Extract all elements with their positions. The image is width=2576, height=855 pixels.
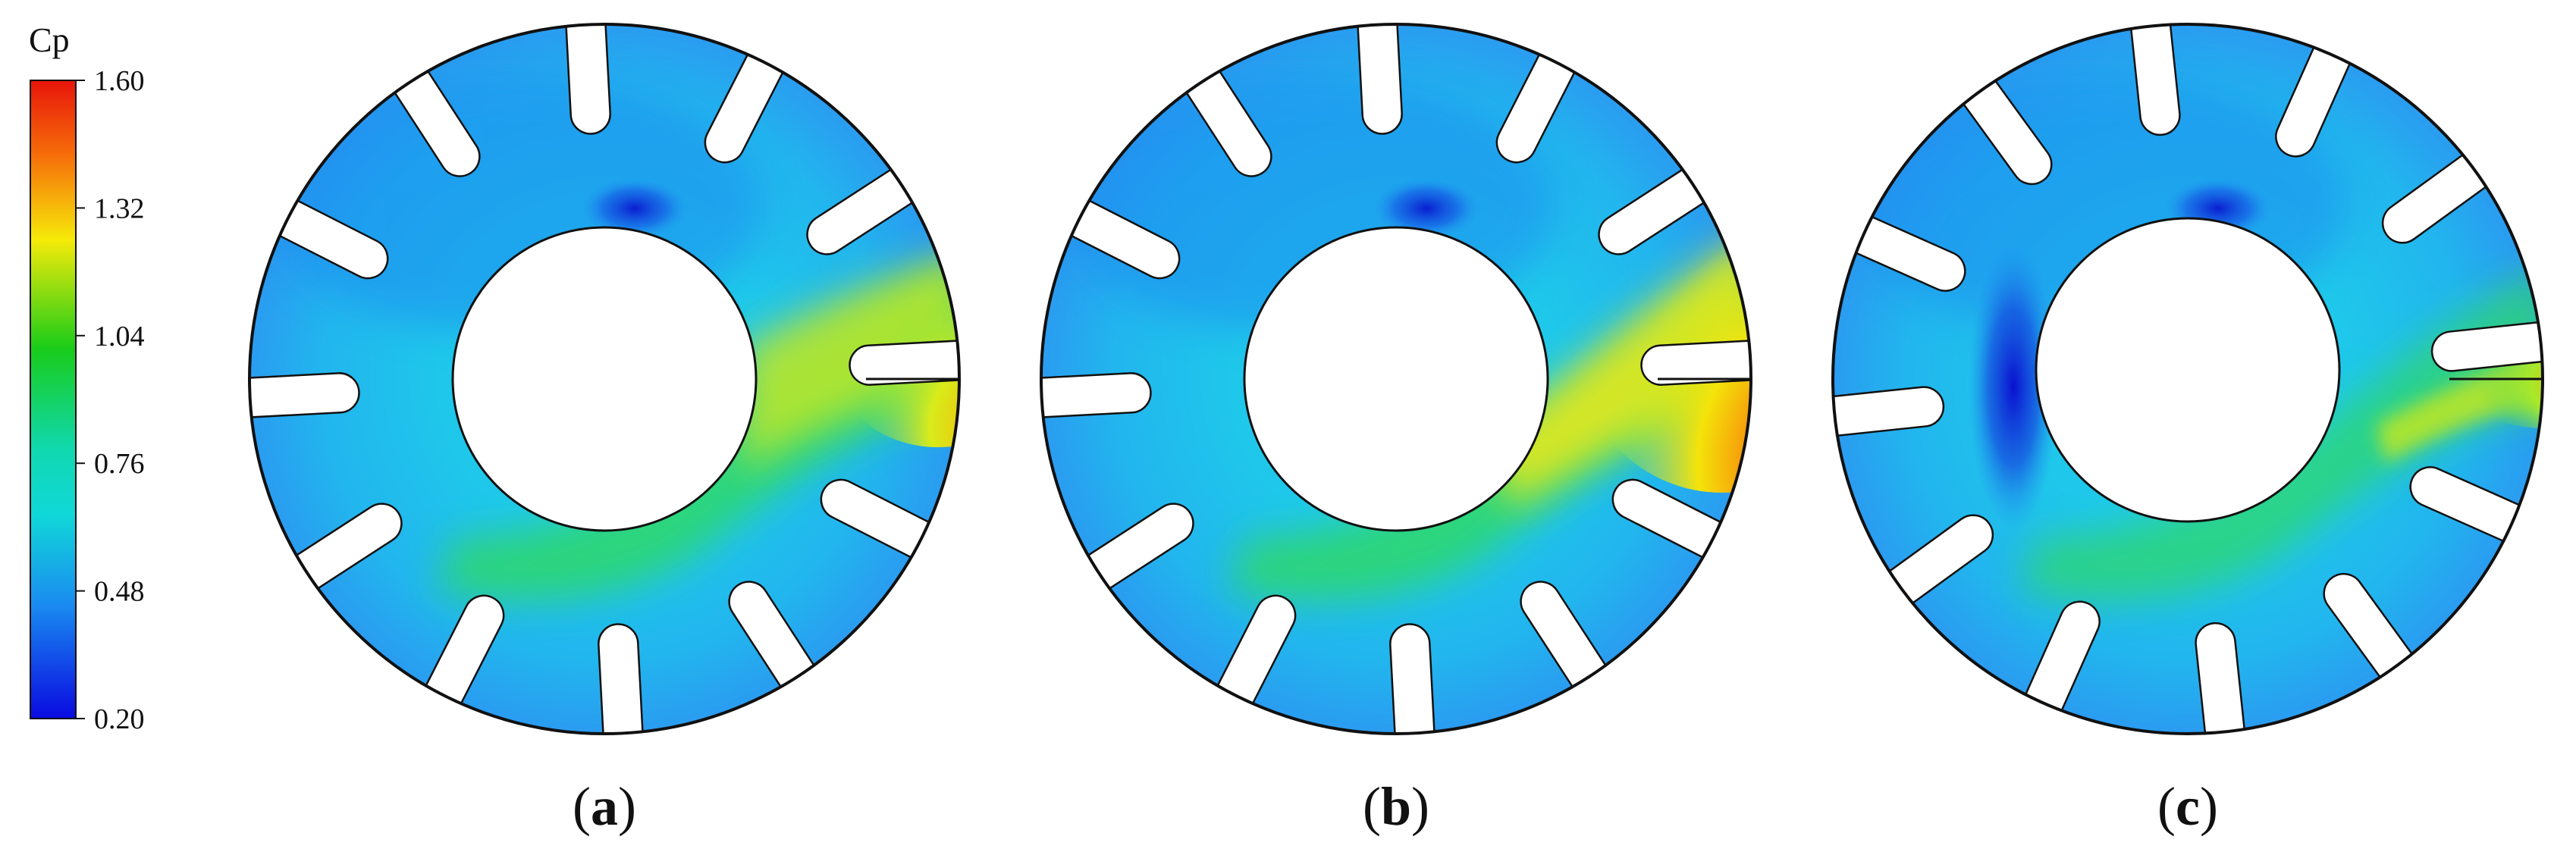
panel-label-open: ( xyxy=(573,776,591,837)
stator-blade xyxy=(1598,159,1719,255)
panel-label-c: (c) xyxy=(2157,776,2218,837)
stator-blade xyxy=(806,159,927,255)
panel-label-open: ( xyxy=(1363,776,1381,837)
hub-hole xyxy=(1243,226,1549,532)
stator-blade xyxy=(417,594,505,719)
colorbar-tick-label: 0.20 xyxy=(94,703,145,735)
stator-blade xyxy=(704,39,792,164)
stator-blade xyxy=(1611,478,1737,566)
stator-blade xyxy=(1356,24,1403,135)
stator-blade xyxy=(598,623,645,734)
colorbar-ticks: 1.60 1.32 1.04 0.76 0.48 0.20 xyxy=(76,65,145,735)
stator-blade xyxy=(1495,39,1583,164)
stator-blade xyxy=(1176,56,1272,177)
panel-label-b: (b) xyxy=(1363,776,1429,837)
stator-blade xyxy=(249,372,360,419)
stator-blade xyxy=(849,339,959,386)
left-low-pressure-region xyxy=(1968,243,2059,531)
stator-blade xyxy=(384,56,481,177)
colorbar-tick-label: 0.76 xyxy=(94,448,145,480)
colorbar-tick-label: 1.32 xyxy=(94,193,145,224)
panel-label-letter: b xyxy=(1381,776,1411,837)
stator-blade xyxy=(264,192,389,280)
low-pressure-vortex xyxy=(582,178,688,239)
colorbar: Cp 1.60 1.32 1.04 0.76 0.48 0.20 xyxy=(29,20,145,735)
stator-blade xyxy=(2195,622,2248,734)
stator-blade xyxy=(1833,386,1945,439)
stator-blade xyxy=(1840,209,1966,292)
stator-blade xyxy=(728,581,824,702)
outer-rim xyxy=(248,23,961,735)
panel-a: (a) xyxy=(248,23,961,837)
stator-blade xyxy=(1520,581,1616,702)
stator-blade xyxy=(1056,192,1181,280)
stator-blade xyxy=(2128,24,2181,136)
low-pressure-vortex xyxy=(1373,178,1479,239)
panel-c: (c) xyxy=(1831,23,2544,837)
stator-blade xyxy=(1041,372,1152,419)
panels: (a) (b) (c) xyxy=(248,23,2544,837)
panel-label-open: ( xyxy=(2157,776,2176,837)
panel-label-letter: c xyxy=(2176,776,2200,837)
outer-rim xyxy=(1040,23,1752,735)
stator-blade xyxy=(1389,623,1436,734)
panel-label-close: ) xyxy=(618,776,636,837)
outlet-jet xyxy=(2021,265,2543,600)
stator-blade xyxy=(1875,514,1994,614)
hub-hole xyxy=(2035,217,2341,523)
stator-blade xyxy=(2381,144,2500,244)
outer-rim xyxy=(1831,23,2544,735)
hub-hole xyxy=(451,226,758,532)
panel-label-close: ) xyxy=(2200,776,2218,837)
colorbar-tick-label: 1.60 xyxy=(94,65,145,97)
colorbar-tick-label: 1.04 xyxy=(94,321,145,352)
pressure-field xyxy=(1041,24,1751,734)
stator-blade xyxy=(1073,503,1194,599)
stator-blade xyxy=(1209,594,1297,719)
stator-blade xyxy=(1640,339,1751,386)
colorbar-tick-label: 0.48 xyxy=(94,576,145,608)
stator-blade xyxy=(2430,319,2543,372)
stator-blade xyxy=(281,503,403,599)
stator-blade xyxy=(2275,31,2358,158)
stator-blade xyxy=(1953,67,2053,186)
panel-label-a: (a) xyxy=(573,776,636,837)
stator-blade xyxy=(820,478,945,566)
stator-blade xyxy=(2323,572,2423,691)
colorbar-title: Cp xyxy=(29,20,70,59)
stator-blade xyxy=(2409,466,2536,549)
panel-b: (b) xyxy=(1040,23,1752,837)
colorbar-gradient xyxy=(30,80,77,719)
panel-label-close: ) xyxy=(1411,776,1429,837)
panel-label-letter: a xyxy=(591,776,618,837)
stator-blade xyxy=(2018,600,2101,727)
stator-blade xyxy=(564,24,611,135)
